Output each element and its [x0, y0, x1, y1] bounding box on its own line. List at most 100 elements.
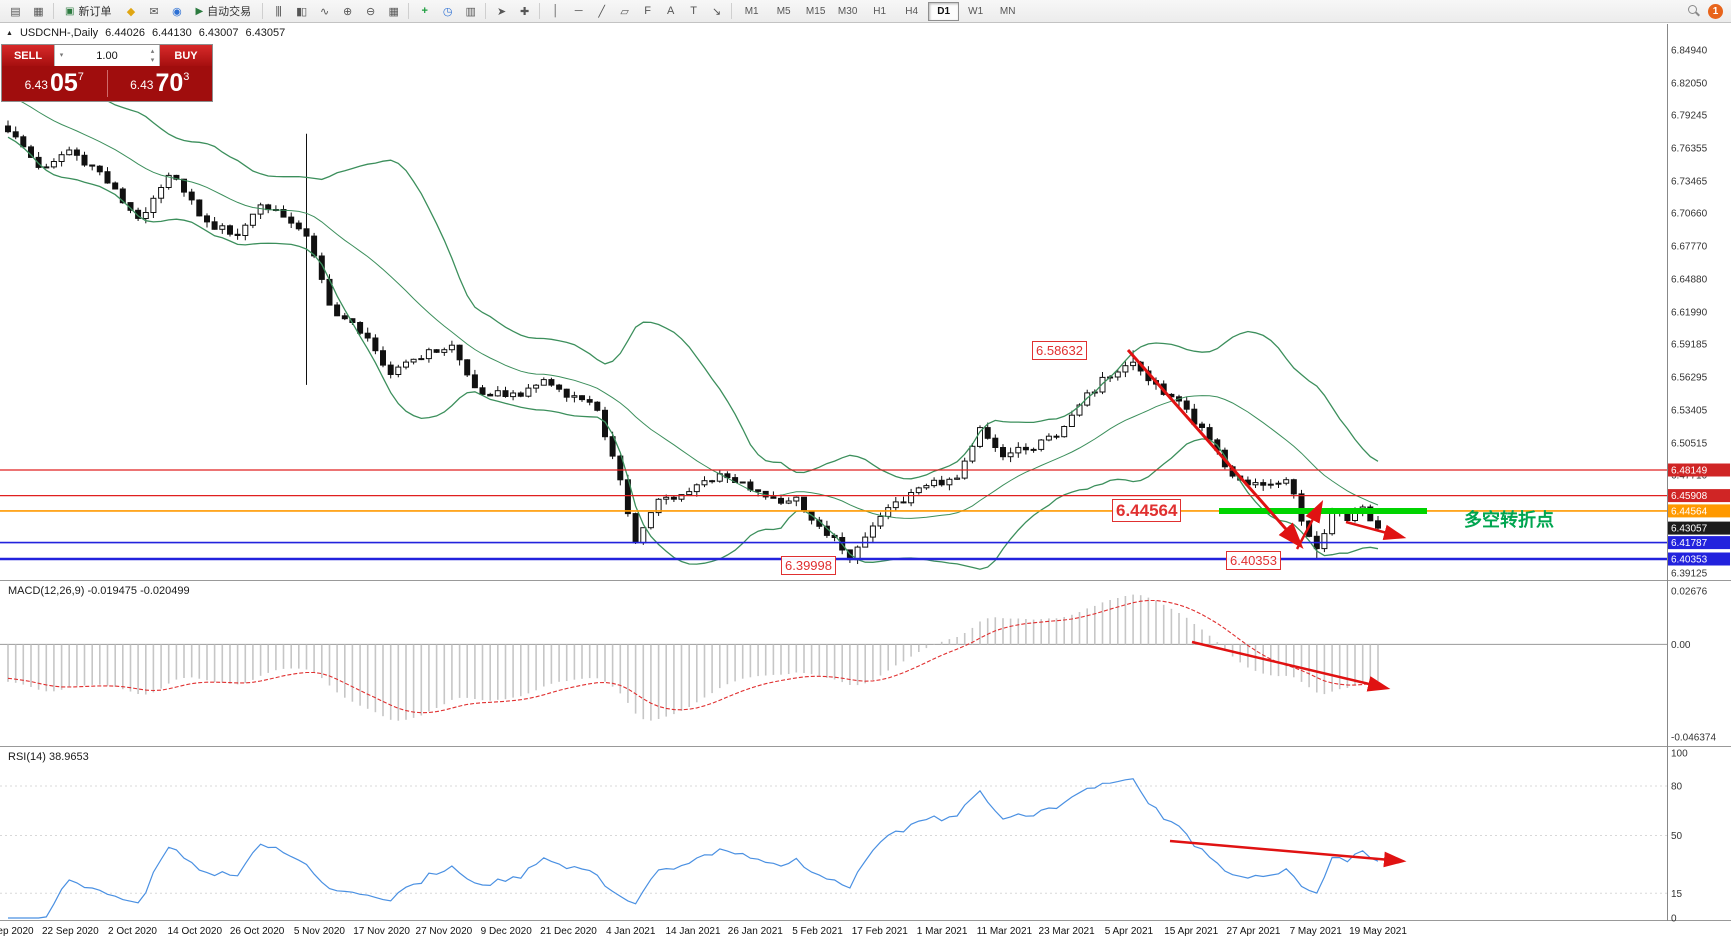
toolbar-separator: [262, 3, 264, 19]
search-icon[interactable]: [1688, 4, 1701, 18]
trend-line-icon[interactable]: ╱: [598, 5, 605, 18]
svg-text:21 Dec 2020: 21 Dec 2020: [540, 926, 597, 937]
svg-text:15: 15: [1671, 889, 1683, 900]
svg-text:6.56295: 6.56295: [1671, 373, 1708, 384]
timeframe-m30[interactable]: M30: [837, 5, 858, 17]
auto-trading-button[interactable]: ▶ 自动交易: [188, 1, 258, 21]
notification-badge[interactable]: 1: [1708, 3, 1723, 19]
svg-text:6.45908: 6.45908: [1671, 491, 1708, 502]
svg-text:6.40353: 6.40353: [1671, 555, 1708, 566]
symbol-name: USDCNH-,Daily: [19, 27, 99, 39]
buy-price-main: 6.43: [130, 78, 154, 92]
sell-price[interactable]: 6.43 05 7: [2, 66, 107, 101]
horizontal-line-icon[interactable]: ─: [574, 5, 583, 17]
sell-button[interactable]: SELL: [2, 45, 54, 66]
svg-text:22 Sep 2020: 22 Sep 2020: [42, 926, 99, 937]
svg-text:5 Apr 2021: 5 Apr 2021: [1105, 926, 1154, 937]
price-divider: [106, 70, 108, 97]
timeframe-m15[interactable]: M15: [805, 5, 826, 17]
timeframe-w1[interactable]: W1: [968, 5, 984, 17]
price-axis[interactable]: 6.84940 6.82050 6.79245 6.76355 6.73465 6.706…: [1668, 46, 1730, 580]
low-price-label[interactable]: 6.40353: [1226, 551, 1281, 570]
svg-text:5 Feb 2021: 5 Feb 2021: [792, 926, 843, 937]
svg-text:17 Feb 2021: 17 Feb 2021: [852, 926, 909, 937]
timeframe-d1[interactable]: D1: [928, 1, 960, 21]
new-chart-icon[interactable]: ▤: [10, 5, 20, 18]
svg-text:2 Oct 2020: 2 Oct 2020: [108, 926, 157, 937]
trend-arrows[interactable]: [1126, 349, 1407, 868]
symbol-header: ▲ USDCNH-,Daily 6.44026 6.44130 6.43007 …: [6, 27, 285, 39]
timeframe-m5[interactable]: M5: [776, 5, 791, 17]
bar-high: 6.44130: [151, 27, 192, 39]
text-tool-icon[interactable]: A: [666, 5, 674, 17]
timeframe-m1[interactable]: M1: [744, 5, 759, 17]
timeframe-h4[interactable]: H4: [905, 5, 919, 17]
pivot-note-text[interactable]: 多空转折点: [1464, 510, 1554, 530]
mailbox-icon[interactable]: ✉: [149, 5, 158, 18]
new-order-button[interactable]: ▣ 新订单: [58, 1, 118, 21]
zoom-in-icon[interactable]: ⊕: [343, 5, 352, 18]
svg-text:6.82050: 6.82050: [1671, 79, 1708, 90]
svg-text:11 Mar 2021: 11 Mar 2021: [977, 926, 1033, 937]
svg-text:6.48149: 6.48149: [1671, 466, 1708, 477]
arrow-tool-icon[interactable]: ↘: [712, 5, 721, 18]
volume-value[interactable]: 1.00: [96, 49, 118, 62]
time-axis[interactable]: 8 Sep 2020 22 Sep 2020 2 Oct 2020 14 Oct 20…: [0, 926, 1407, 937]
indicators-add-icon[interactable]: +: [421, 5, 427, 17]
candlestick-chart-icon[interactable]: ▮▯: [296, 5, 307, 18]
timeframe-h1[interactable]: H1: [873, 5, 887, 17]
svg-text:6.73465: 6.73465: [1671, 177, 1708, 188]
profiles-icon[interactable]: ▦: [33, 5, 43, 18]
rsi-label: RSI(14) 38.9653: [8, 751, 89, 763]
bar-chart-icon[interactable]: |||: [275, 5, 282, 17]
timeframe-mn[interactable]: MN: [999, 5, 1016, 17]
svg-text:9 Dec 2020: 9 Dec 2020: [481, 926, 533, 937]
svg-text:0.00: 0.00: [1671, 640, 1691, 651]
buy-price[interactable]: 6.43 70 3: [108, 66, 213, 101]
svg-text:0.02676: 0.02676: [1671, 587, 1708, 598]
svg-text:8 Sep 2020: 8 Sep 2020: [0, 926, 34, 937]
peak-price-label[interactable]: 6.58632: [1032, 341, 1087, 360]
label-tool-icon[interactable]: T: [690, 5, 697, 17]
volume-dropdown-icon[interactable]: ▾: [59, 52, 64, 59]
line-chart-icon[interactable]: ∿: [320, 5, 329, 18]
fibonacci-icon[interactable]: F: [644, 5, 651, 17]
prev-low-price-label[interactable]: 6.39998: [781, 556, 836, 575]
svg-text:5 Nov 2020: 5 Nov 2020: [294, 926, 346, 937]
svg-text:6.67770: 6.67770: [1671, 242, 1708, 253]
templates-icon[interactable]: ▥: [465, 5, 475, 18]
svg-text:26 Jan 2021: 26 Jan 2021: [728, 926, 783, 937]
svg-text:14 Jan 2021: 14 Jan 2021: [665, 926, 720, 937]
crosshair-icon[interactable]: ✚: [520, 5, 529, 18]
volume-field[interactable]: ▾ 1.00 ▴ ▾: [54, 45, 160, 66]
zoom-out-icon[interactable]: ⊖: [366, 5, 375, 18]
pivot-price-label[interactable]: 6.44564: [1112, 499, 1182, 522]
tile-windows-icon[interactable]: ▦: [388, 5, 398, 18]
bar-close: 6.43057: [245, 27, 286, 39]
time-periods-icon[interactable]: ◷: [442, 5, 453, 18]
alert-icon[interactable]: ◆: [126, 5, 135, 18]
svg-text:6.79245: 6.79245: [1671, 111, 1708, 122]
community-icon[interactable]: ◉: [172, 5, 182, 18]
collapse-icon[interactable]: ▲: [6, 29, 13, 37]
svg-text:6.43057: 6.43057: [1671, 524, 1708, 535]
buy-price-pips: 70: [155, 69, 184, 97]
pivot-zone-line[interactable]: [1219, 508, 1427, 514]
buy-button[interactable]: BUY: [160, 45, 212, 66]
cursor-icon[interactable]: ➤: [497, 5, 506, 18]
svg-text:6.61990: 6.61990: [1671, 308, 1708, 319]
main-toolbar: ▤ ▦ ▣ 新订单 ◆ ✉ ◉ ▶ 自动交易 ||| ▮▯ ∿ ⊕ ⊖ ▦ + …: [0, 0, 1731, 23]
channel-icon[interactable]: ▱: [620, 5, 628, 18]
volume-stepper-icon[interactable]: ▴ ▾: [150, 47, 155, 64]
sell-price-pips: 05: [49, 69, 78, 97]
svg-text:0: 0: [1671, 914, 1677, 925]
svg-text:6.50515: 6.50515: [1671, 439, 1708, 450]
vertical-line-icon[interactable]: │: [552, 5, 559, 17]
svg-text:6.41787: 6.41787: [1671, 538, 1708, 549]
auto-trading-button-label: 自动交易: [207, 6, 252, 18]
toolbar-separator: [485, 3, 487, 19]
play-icon: ▶: [195, 5, 204, 17]
toolbar-separator: [408, 3, 410, 19]
new-order-button-label: 新订单: [78, 6, 112, 18]
